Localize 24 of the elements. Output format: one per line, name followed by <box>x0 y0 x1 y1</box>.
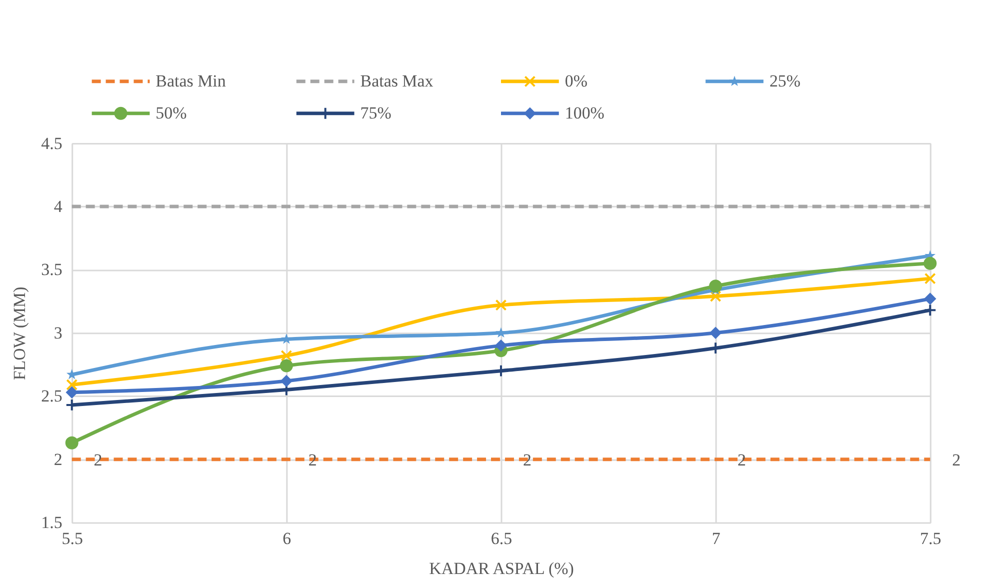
legend-label: 0% <box>564 71 588 90</box>
y-tick-label: 4 <box>54 196 63 216</box>
y-tick-label: 4.5 <box>41 134 62 153</box>
x-axis-title: KADAR ASPAL (%) <box>429 558 574 578</box>
legend-label: 75% <box>360 103 392 122</box>
data-label: 2 <box>738 450 746 470</box>
data-label: 2 <box>952 450 961 470</box>
y-axis-title: FLOW (MM) <box>10 286 30 380</box>
x-tick-label: 6 <box>282 528 292 548</box>
y-tick-label: 2.5 <box>41 386 62 406</box>
y-tick-label: 3.5 <box>41 260 62 280</box>
x-tick-label: 5.5 <box>62 528 83 548</box>
legend-label: 50% <box>156 103 187 122</box>
legend-label: Batas Min <box>156 71 226 90</box>
legend-label: 25% <box>769 71 801 90</box>
y-tick-label: 2 <box>54 450 62 469</box>
x-tick-label: 6.5 <box>490 528 512 548</box>
x-tick-label: 7.5 <box>920 528 942 548</box>
x-tick-label: 7 <box>712 528 720 548</box>
y-tick-label: 3 <box>54 323 62 342</box>
y-tick-label: 1.5 <box>41 513 62 532</box>
legend-label: Batas Max <box>360 71 434 90</box>
legend-label: 100% <box>564 103 604 122</box>
data-label: 2 <box>94 450 102 470</box>
